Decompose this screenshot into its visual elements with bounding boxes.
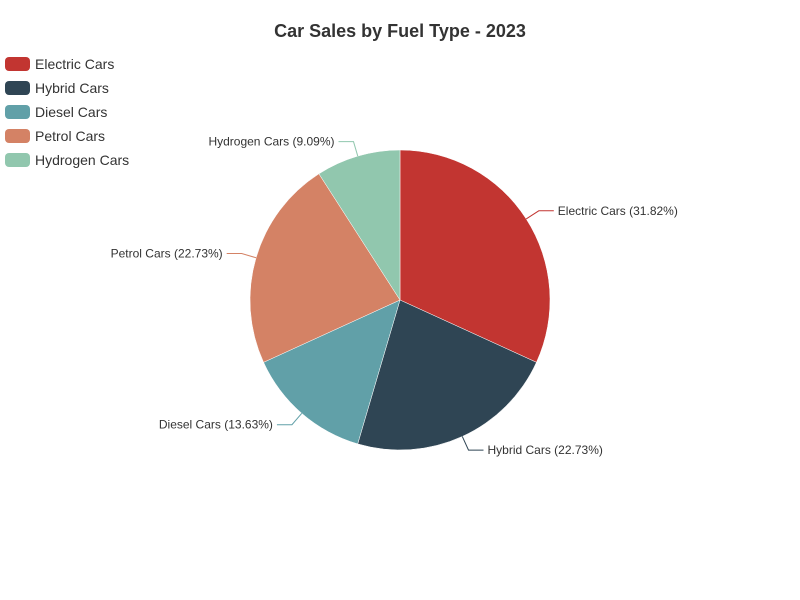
legend-swatch — [5, 81, 30, 95]
legend-swatch — [5, 153, 30, 167]
slice-label-hybrid-cars: Hybrid Cars (22.73%) — [488, 443, 603, 457]
label-line-electric-cars — [525, 210, 554, 220]
label-line-petrol-cars — [226, 253, 257, 259]
slice-label-electric-cars: Electric Cars (31.82%) — [558, 204, 678, 218]
pie-slice-diesel-cars[interactable] — [263, 299, 401, 445]
pie-slice-petrol-cars[interactable] — [249, 173, 401, 363]
legend-item-hydrogen-cars[interactable]: Hydrogen Cars — [5, 148, 129, 172]
legend-label: Petrol Cars — [35, 128, 106, 144]
label-line-diesel-cars — [276, 413, 303, 426]
pie-slice-hydrogen-cars[interactable] — [318, 149, 401, 301]
legend-label: Electric Cars — [35, 56, 115, 72]
label-line-hybrid-cars — [461, 436, 484, 451]
legend-swatch — [5, 105, 30, 119]
legend: Electric Cars Hybrid Cars Diesel Cars Pe… — [5, 52, 129, 172]
legend-item-petrol-cars[interactable]: Petrol Cars — [5, 124, 129, 148]
pie-slice-hybrid-cars[interactable] — [357, 299, 537, 451]
slice-label-diesel-cars: Diesel Cars (13.63%) — [159, 418, 273, 432]
legend-swatch — [5, 129, 30, 143]
label-line-hydrogen-cars — [338, 141, 359, 157]
chart-title: Car Sales by Fuel Type - 2023 — [274, 21, 526, 41]
slice-label-petrol-cars: Petrol Cars (22.73%) — [111, 247, 223, 261]
legend-item-electric-cars[interactable]: Electric Cars — [5, 52, 129, 76]
legend-label: Hybrid Cars — [35, 80, 109, 96]
legend-label: Hydrogen Cars — [35, 152, 130, 168]
legend-swatch — [5, 57, 30, 71]
slice-label-hydrogen-cars: Hydrogen Cars (9.09%) — [208, 135, 334, 149]
legend-item-diesel-cars[interactable]: Diesel Cars — [5, 100, 129, 124]
legend-item-hybrid-cars[interactable]: Hybrid Cars — [5, 76, 129, 100]
legend-label: Diesel Cars — [35, 104, 108, 120]
